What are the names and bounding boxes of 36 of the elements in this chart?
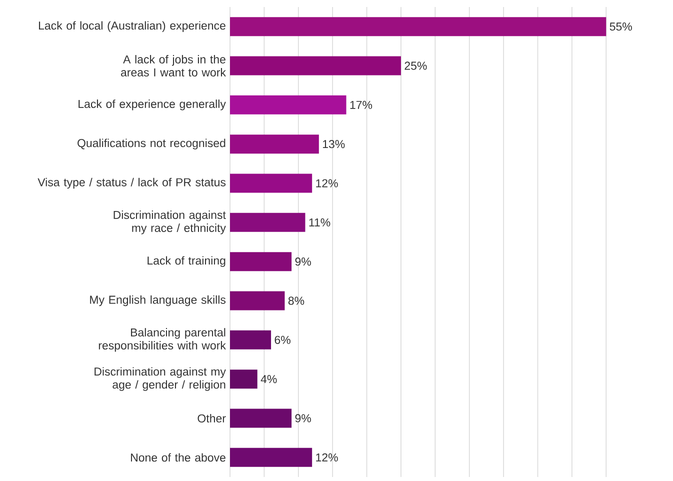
bar [230, 134, 319, 154]
data-label: 9% [295, 414, 311, 422]
bar [230, 370, 258, 389]
bar [230, 95, 346, 114]
y-tick-label: None of the above [131, 453, 226, 462]
y-tick-label: Lack of experience generally [78, 100, 226, 110]
y-tick-label: Discrimination against my race / ethnicity [114, 210, 226, 234]
bar [230, 291, 285, 310]
y-tick-label: A lack of jobs in the areas I want to work [121, 55, 226, 76]
y-tick-label: Balancing parental responsibilities with work [98, 328, 226, 352]
bar [230, 408, 292, 428]
bar [230, 56, 401, 76]
y-tick-label: Visa type / status / lack of PR status [38, 178, 226, 189]
bar [230, 212, 306, 232]
data-label: 12% [316, 453, 338, 462]
y-tick-label: Lack of training [148, 256, 226, 267]
data-label: 12% [316, 179, 338, 188]
data-label: 25% [404, 62, 427, 70]
data-label: 4% [260, 375, 277, 384]
data-label: 11% [309, 218, 330, 226]
bar [230, 448, 312, 467]
bar [230, 330, 272, 350]
y-tick-label: My English language skills [90, 295, 226, 306]
y-tick-label: Lack of local (Australian) experience [38, 21, 226, 32]
bar [230, 174, 312, 193]
y-tick-label: Qualifications not recognised [78, 138, 226, 150]
y-tick-label: Other [198, 414, 226, 422]
data-label: 6% [274, 336, 290, 344]
data-label: 55% [610, 22, 632, 31]
data-label: 8% [288, 296, 304, 305]
data-label: 9% [295, 258, 311, 266]
data-label: 17% [350, 100, 372, 109]
y-tick-label: Discrimination against my age / gender / religion [94, 367, 226, 391]
data-label: 13% [322, 140, 345, 148]
bar [230, 252, 292, 272]
bar [230, 17, 606, 36]
